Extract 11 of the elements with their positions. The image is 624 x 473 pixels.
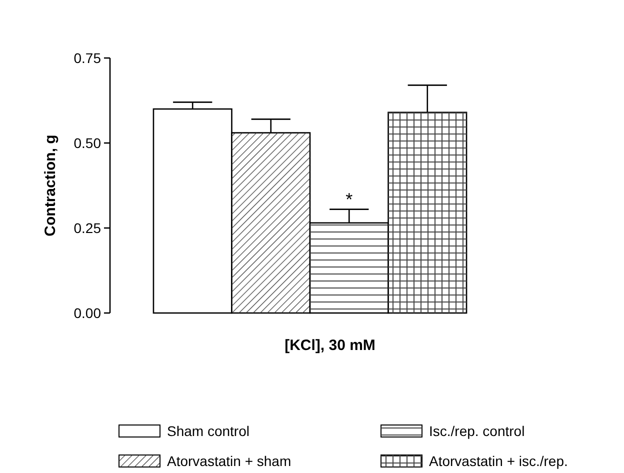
- legend-label: Sham control: [167, 422, 250, 439]
- y-tick-label: 0.75: [74, 50, 102, 66]
- legend-label: Atorvastatin + isc./rep.: [429, 452, 568, 469]
- y-tick-label: 0.00: [74, 304, 102, 321]
- legend-label: Isc./rep. control: [429, 422, 525, 439]
- legend-label: Atorvastatin + sham: [167, 452, 292, 469]
- y-tick-label: 0.25: [74, 220, 102, 236]
- x-axis-title: [KCl], 30 mM: [284, 337, 376, 354]
- y-tick-label: 0.50: [74, 134, 102, 151]
- annotation: *: [346, 189, 353, 210]
- y-axis-title: Contraction, g: [42, 134, 59, 236]
